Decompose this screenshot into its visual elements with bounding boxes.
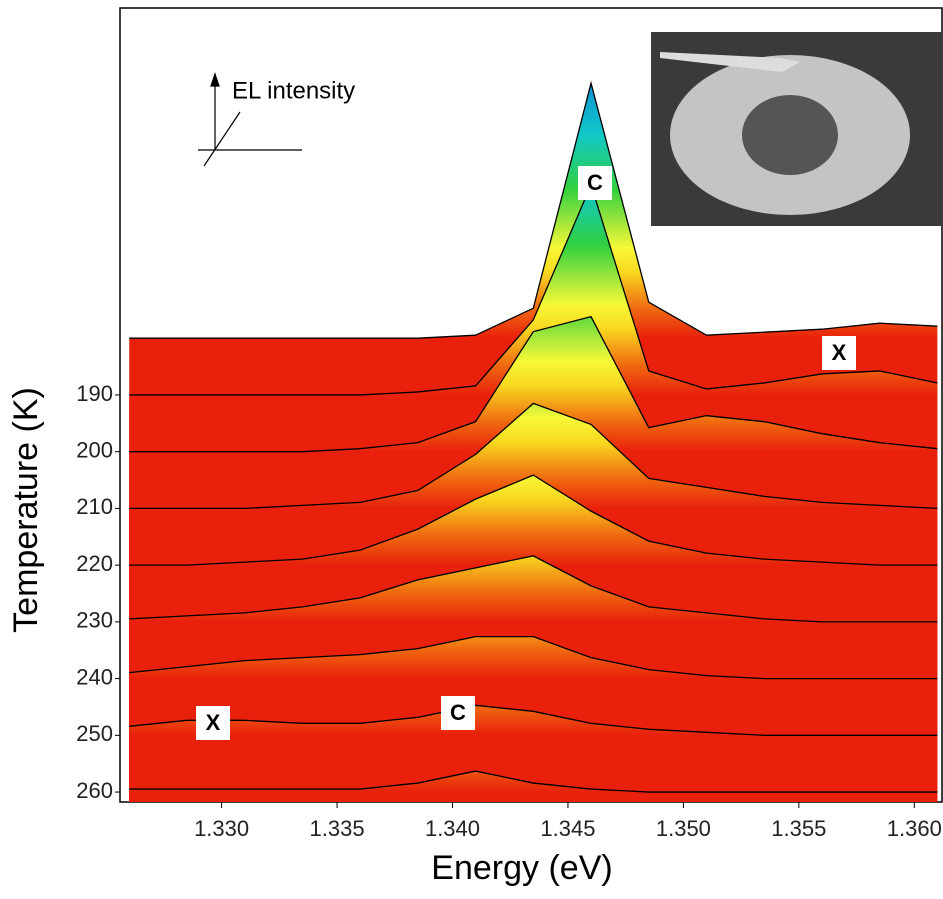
- x-tick-label: 1.330: [194, 816, 249, 841]
- annotation-box: [196, 706, 230, 740]
- surface-line: [129, 770, 938, 793]
- z-axis-glyph: [198, 72, 302, 167]
- surface-line: [129, 80, 938, 339]
- y-tick-label: 210: [76, 494, 113, 519]
- x-tick-label: 1.340: [425, 816, 480, 841]
- x-tick-label: 1.360: [887, 816, 942, 841]
- annotation: X: [206, 710, 221, 735]
- y-tick-label: 240: [76, 664, 113, 689]
- annotation: C: [587, 170, 603, 195]
- surface-line: [129, 183, 938, 396]
- surface-line: [129, 704, 938, 736]
- y-tick-label: 220: [76, 551, 113, 576]
- photo-probe: [660, 52, 800, 72]
- y-tick-label: 250: [76, 721, 113, 746]
- y-tick-label: 190: [76, 381, 113, 406]
- inset-photo: [651, 32, 942, 226]
- photo-hole: [742, 95, 838, 175]
- y-tick-label: 200: [76, 437, 113, 462]
- annotations: C C X X: [196, 166, 856, 740]
- y-axis-title: Temperature (K): [7, 387, 45, 633]
- x-tick-label: 1.345: [540, 816, 595, 841]
- surface-line: [129, 474, 938, 566]
- axes: 1.330 1.335 1.340 1.345 1.350 1.355 1.360 190 20…: [76, 381, 942, 841]
- annotation-box: [578, 166, 612, 200]
- surface-band: [129, 771, 938, 802]
- surface-band: [129, 705, 938, 802]
- x-tick-label: 1.350: [656, 816, 711, 841]
- x-tick-label: 1.335: [310, 816, 365, 841]
- x-axis-title: Energy (eV): [431, 849, 612, 887]
- surface-line: [129, 315, 938, 453]
- glyph-diagonal: [203, 111, 241, 167]
- surface-line: [129, 555, 938, 623]
- annotation: X: [832, 340, 847, 365]
- z-axis-label: EL intensity: [232, 77, 355, 104]
- annotation-box: [822, 336, 856, 370]
- annotation: C: [450, 700, 466, 725]
- y-tick-label: 230: [76, 608, 113, 633]
- glyph-arrow: [210, 72, 220, 87]
- surface-line: [129, 402, 938, 510]
- surface-line: [129, 635, 938, 680]
- x-tick-label: 1.355: [771, 816, 826, 841]
- surface: 180190200210220230240250260: [129, 80, 938, 802]
- annotation-box: [441, 696, 475, 730]
- y-tick-label: 260: [76, 778, 113, 803]
